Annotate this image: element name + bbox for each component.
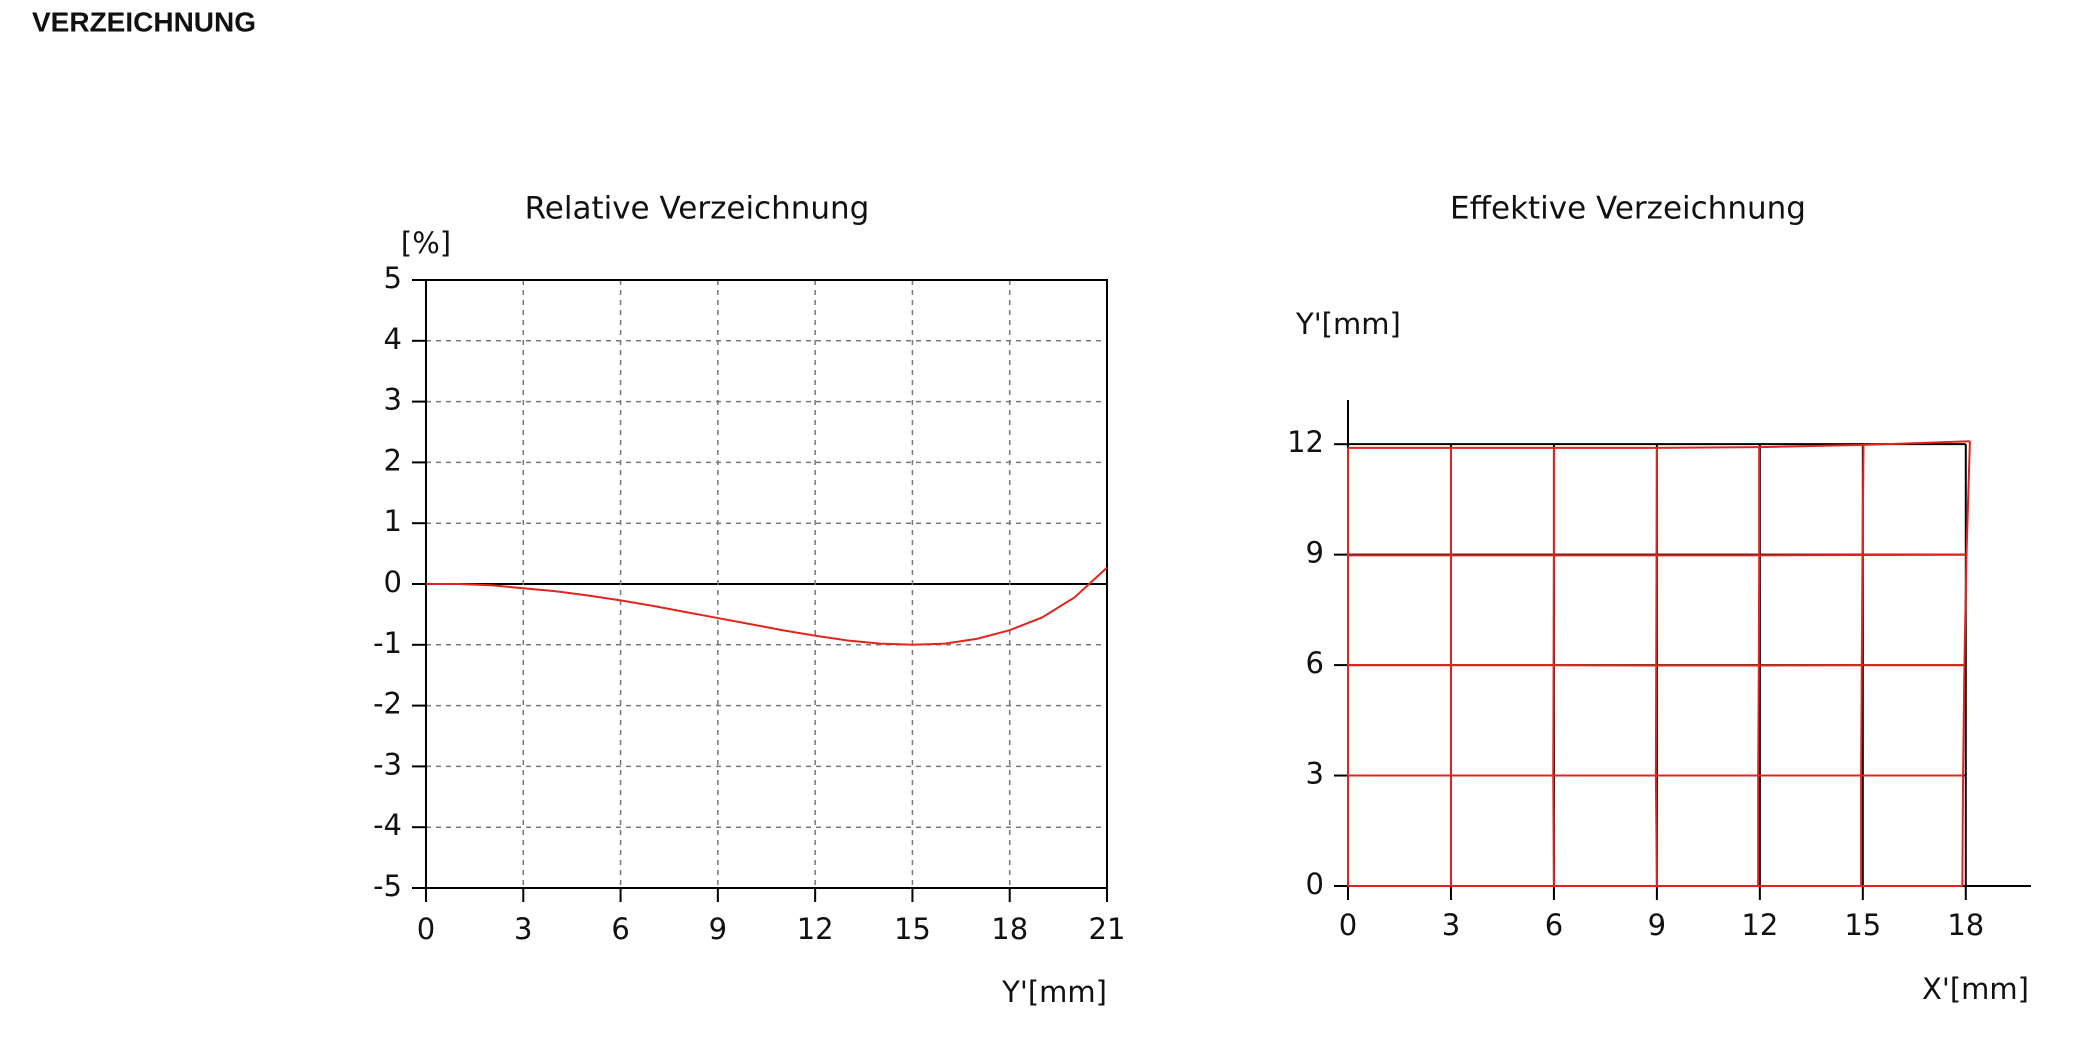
x-axis-label: X'[mm] — [1922, 972, 2029, 1006]
y-tick-label: 4 — [384, 322, 402, 356]
x-tick-label: 0 — [417, 912, 435, 946]
y-tick-label: 1 — [384, 504, 402, 538]
y-tick-label: -3 — [373, 747, 402, 781]
x-tick-label: 15 — [894, 912, 931, 946]
y-tick-label: 3 — [1306, 757, 1324, 791]
y-axis-label: Y'[mm] — [1295, 307, 1401, 341]
x-tick-label: 3 — [514, 912, 532, 946]
y-tick-label: -4 — [373, 808, 402, 842]
x-tick-label: 9 — [1648, 908, 1666, 942]
x-tick-label: 3 — [1442, 908, 1460, 942]
y-tick-label: 6 — [1306, 646, 1324, 680]
y-tick-label: 9 — [1306, 536, 1324, 570]
y-tick-label: 0 — [1306, 867, 1324, 901]
x-tick-label: 6 — [611, 912, 629, 946]
x-tick-label: 9 — [709, 912, 727, 946]
x-tick-label: 21 — [1089, 912, 1126, 946]
distorted-column — [1654, 447, 1658, 887]
distorted-column — [1860, 444, 1865, 886]
x-tick-label: 18 — [1947, 908, 1984, 942]
y-tick-label: 2 — [384, 443, 402, 477]
chart-title: Relative Verzeichnung — [525, 191, 870, 227]
distorted-column — [1961, 441, 1971, 887]
x-tick-label: 12 — [1741, 908, 1778, 942]
page-heading: VERZEICHNUNG — [32, 6, 256, 37]
y-tick-label: 12 — [1287, 425, 1324, 459]
y-tick-label: -5 — [373, 869, 402, 903]
y-tick-label: -1 — [373, 626, 402, 660]
x-tick-label: 12 — [797, 912, 834, 946]
y-tick-label: 3 — [384, 383, 402, 417]
y-tick-label: 5 — [384, 261, 402, 295]
x-tick-label: 15 — [1844, 908, 1881, 942]
x-tick-label: 0 — [1339, 908, 1357, 942]
data-line — [426, 566, 1108, 646]
distorted-column — [1757, 447, 1761, 886]
chart-title: Effektive Verzeichnung — [1450, 191, 1806, 227]
y-tick-label: -2 — [373, 687, 402, 721]
x-tick-label: 6 — [1545, 908, 1563, 942]
x-axis-label: Y'[mm] — [1001, 975, 1107, 1009]
y-axis-label: [%] — [401, 226, 451, 260]
y-tick-label: 0 — [384, 565, 402, 599]
x-tick-label: 18 — [991, 912, 1028, 946]
distorted-column — [1552, 447, 1555, 887]
